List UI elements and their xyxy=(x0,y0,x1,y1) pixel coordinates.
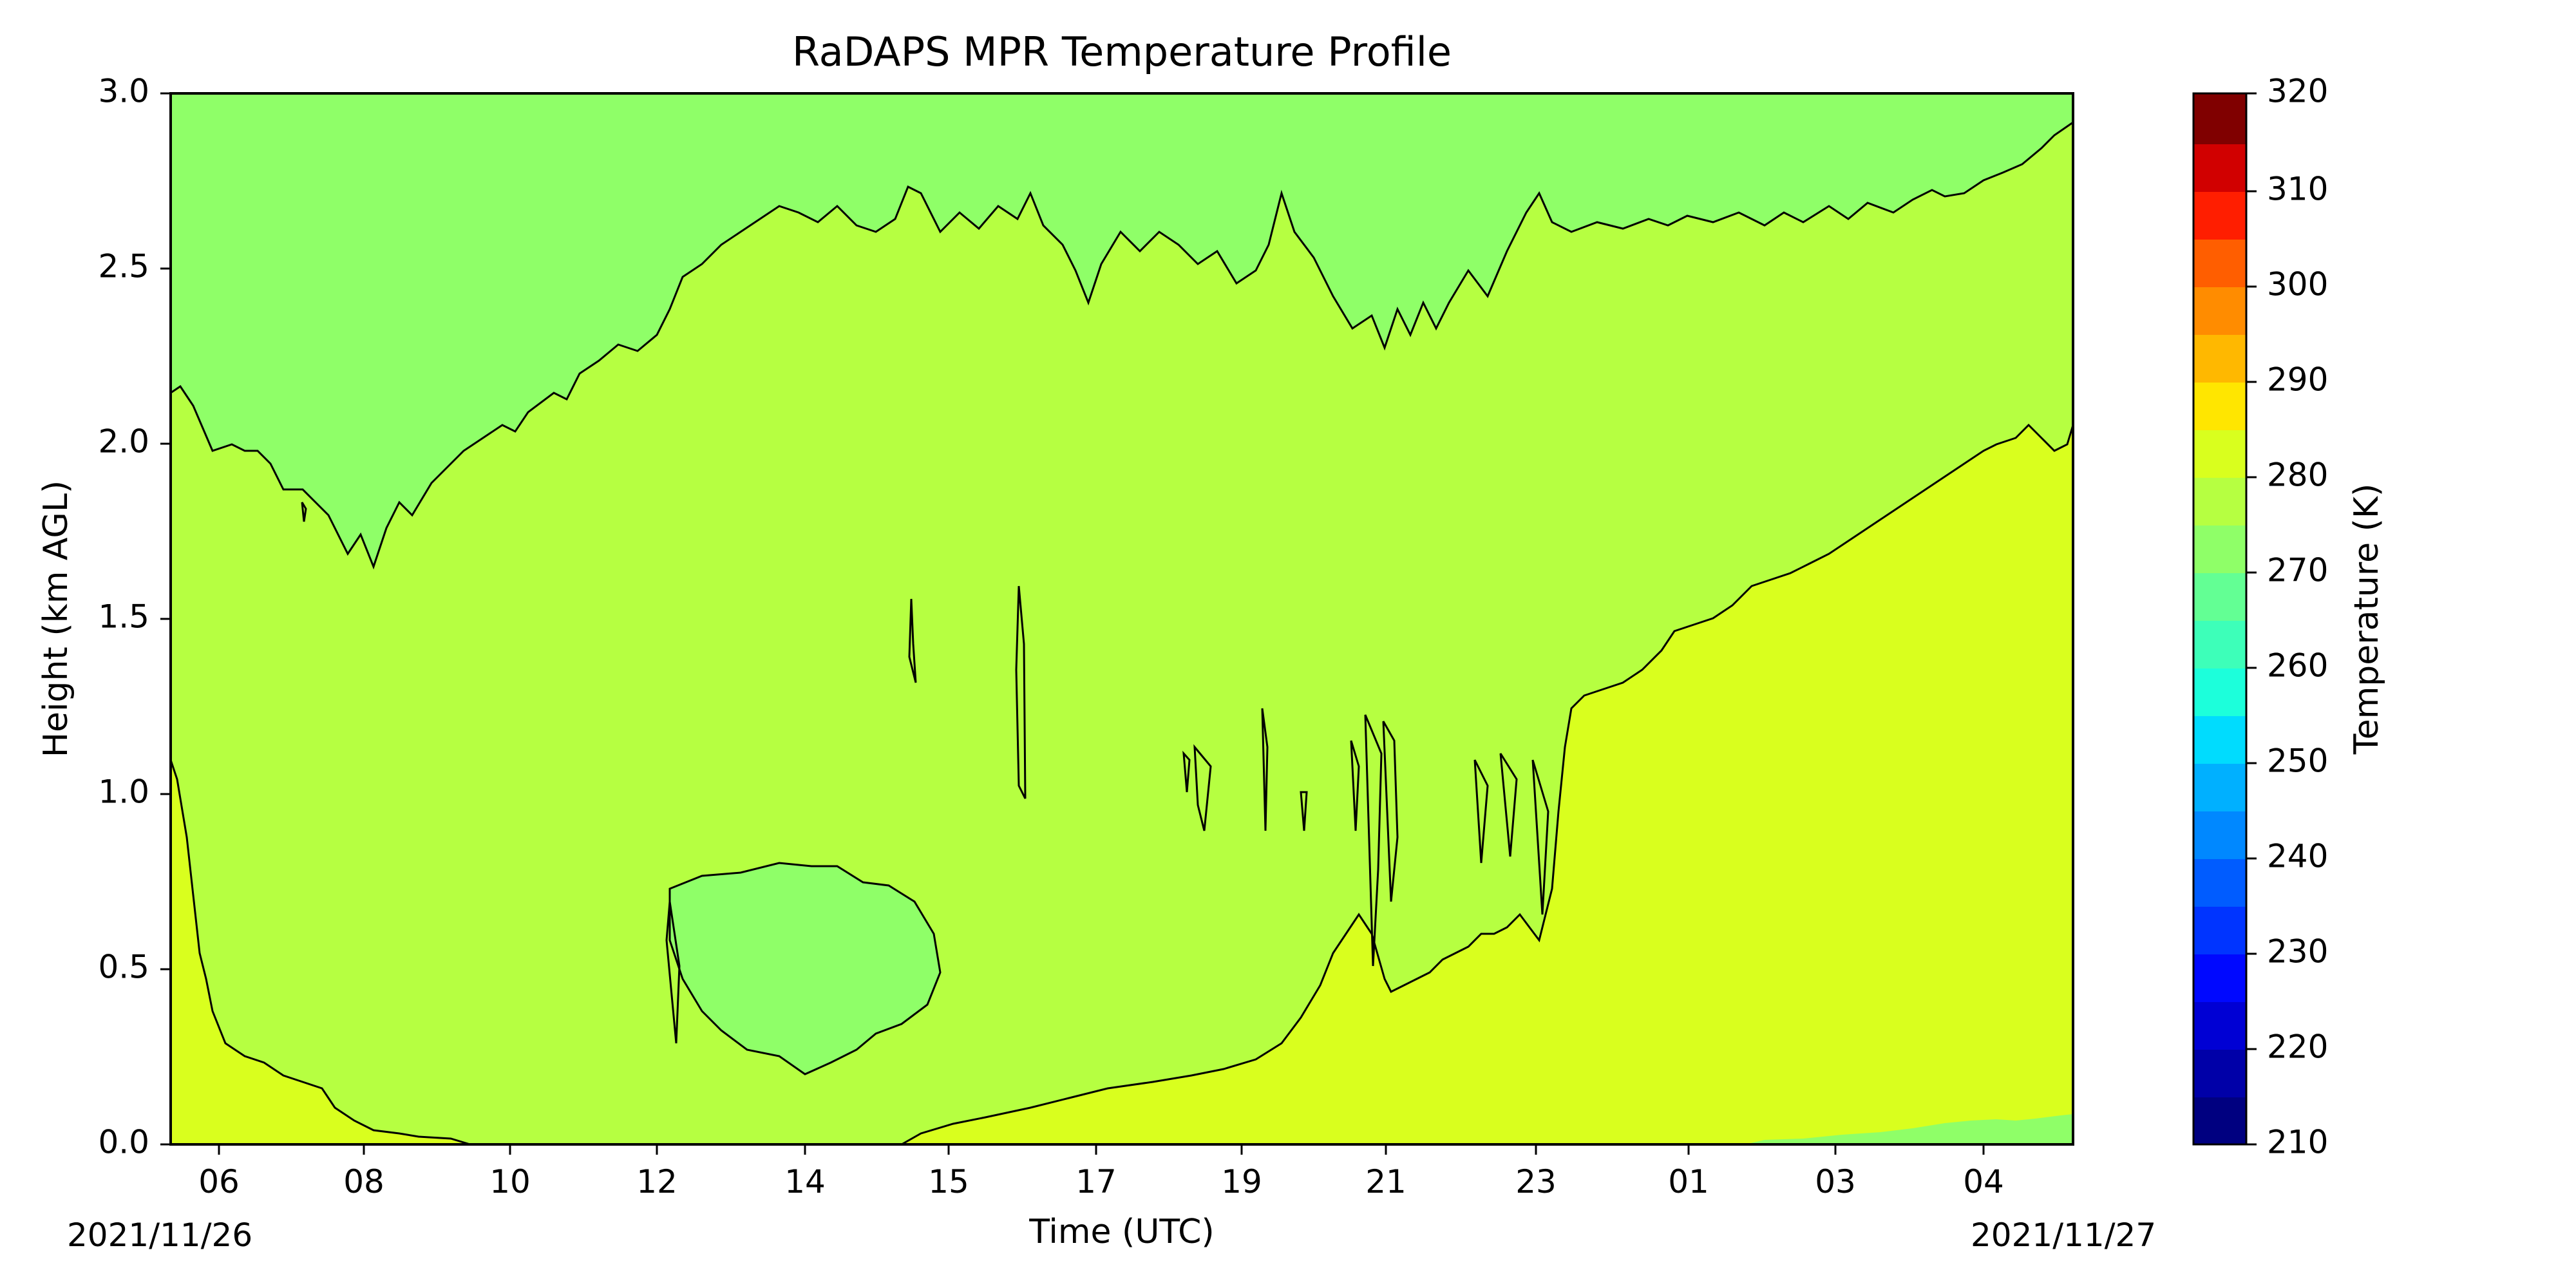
colorbar-band-6 xyxy=(2193,811,2246,859)
colorbar-band-20 xyxy=(2193,144,2246,192)
colorbar-tick-label-5: 260 xyxy=(2267,647,2328,685)
x-tick-label-9: 23 xyxy=(1515,1163,1557,1200)
contour-line-island xyxy=(668,862,942,1075)
field-band-270-275-lower-right xyxy=(1745,1114,2073,1144)
colorbar-band-19 xyxy=(2193,191,2246,240)
field-band-280-285-lower-left xyxy=(171,760,470,1144)
x-tick-label-8: 21 xyxy=(1365,1163,1406,1200)
y-axis-label: Height (km AGL) xyxy=(37,480,75,757)
contour-line-lower-left xyxy=(169,759,471,1146)
colorbar-frame xyxy=(2192,92,2248,1146)
colorbar-band-8 xyxy=(2193,715,2246,764)
colorbar-tick-label-7: 280 xyxy=(2267,457,2328,494)
x-tick-label-1: 08 xyxy=(343,1163,384,1200)
colorbar-band-10 xyxy=(2193,620,2246,668)
colorbar-band-14 xyxy=(2193,430,2246,478)
y-axis: Height (km AGL) 0.0 0.5 1.0 1.5 2.0 2.5 … xyxy=(37,73,171,1161)
plot-area xyxy=(169,92,2074,1146)
contour-line-small-features xyxy=(301,502,1549,1044)
colorbar-band-1 xyxy=(2193,1049,2246,1097)
x-tick-label-4: 14 xyxy=(784,1163,826,1200)
colorbar-tick-label-4: 250 xyxy=(2267,743,2328,780)
colorbar-band-12 xyxy=(2193,525,2246,573)
x-tick-label-7: 19 xyxy=(1221,1163,1262,1200)
y-tick-label-5: 2.5 xyxy=(98,248,149,285)
y-tick-label-6: 3.0 xyxy=(98,73,149,110)
colorbar-band-13 xyxy=(2193,477,2246,526)
x-tick-label-2: 10 xyxy=(489,1163,531,1200)
y-tick-label-1: 0.5 xyxy=(98,949,149,986)
contour-line-upper xyxy=(170,121,2074,570)
contour-line-lower-right xyxy=(901,423,2074,1146)
colorbar-band-0 xyxy=(2193,1097,2246,1145)
colorbar-band-21 xyxy=(2193,93,2246,144)
x-axis: 06 08 10 12 14 15 17 19 21 23 01 03 04 T… xyxy=(67,1144,2156,1254)
y-tick-label-3: 1.5 xyxy=(98,598,149,636)
colorbar-band-2 xyxy=(2193,1001,2246,1050)
colorbar: 210 220 230 240 250 260 270 280 290 300 … xyxy=(2192,73,2386,1161)
colorbar-band-16 xyxy=(2193,334,2246,383)
colorbar-tick-label-1: 220 xyxy=(2267,1028,2328,1066)
colorbar-band-18 xyxy=(2193,239,2246,287)
x-tick-label-3: 12 xyxy=(636,1163,677,1200)
colorbar-band-11 xyxy=(2193,573,2246,621)
end-date-label: 2021/11/27 xyxy=(1971,1217,2156,1254)
colorbar-band-17 xyxy=(2193,287,2246,335)
colorbar-band-5 xyxy=(2193,858,2246,907)
colorbar-tick-label-11: 320 xyxy=(2267,73,2328,110)
y-tick-label-4: 2.0 xyxy=(98,423,149,460)
y-tick-label-0: 0.0 xyxy=(98,1124,149,1161)
colorbar-band-3 xyxy=(2193,954,2246,1002)
colorbar-tick-label-2: 230 xyxy=(2267,933,2328,971)
colorbar-tick-label-0: 210 xyxy=(2267,1124,2328,1161)
colorbar-band-15 xyxy=(2193,382,2246,430)
x-tick-label-10: 01 xyxy=(1668,1163,1709,1200)
colorbar-tick-label-8: 290 xyxy=(2267,361,2328,399)
colorbar-tick-label-10: 310 xyxy=(2267,171,2328,208)
colorbar-band-9 xyxy=(2193,668,2246,716)
x-tick-label-11: 03 xyxy=(1815,1163,1856,1200)
field-band-270-275 xyxy=(171,93,2073,567)
x-axis-label: Time (UTC) xyxy=(1028,1213,1214,1251)
x-tick-label-5: 15 xyxy=(928,1163,969,1200)
x-tick-label-6: 17 xyxy=(1075,1163,1117,1200)
start-date-label: 2021/11/26 xyxy=(67,1217,252,1254)
colorbar-tick-label-9: 300 xyxy=(2267,266,2328,303)
colorbar-band-7 xyxy=(2193,763,2246,811)
field-island-270-275 xyxy=(670,863,940,1074)
x-tick-label-12: 04 xyxy=(1963,1163,2004,1200)
y-tick-label-2: 1.0 xyxy=(98,773,149,811)
chart-title: RaDAPS MPR Temperature Profile xyxy=(792,28,1452,75)
colorbar-label: Temperature (K) xyxy=(2347,484,2386,755)
colorbar-tick-label-3: 240 xyxy=(2267,838,2328,875)
field-band-280-285-lower-right xyxy=(902,425,2073,1144)
colorbar-tick-label-6: 270 xyxy=(2267,552,2328,589)
colorbar-band-4 xyxy=(2193,906,2246,954)
x-tick-label-0: 06 xyxy=(198,1163,240,1200)
